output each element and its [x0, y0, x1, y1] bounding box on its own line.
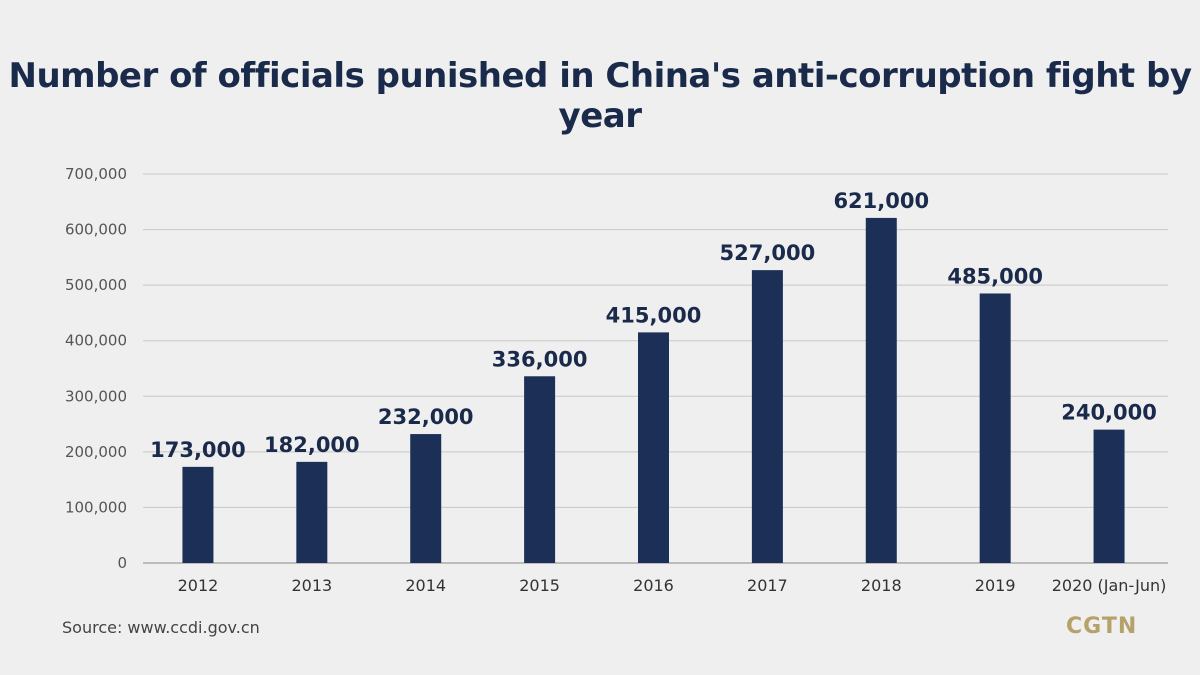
x-tick-label: 2013 — [291, 576, 332, 595]
data-label: 173,000 — [150, 438, 246, 462]
data-label: 415,000 — [606, 303, 702, 327]
x-tick-label: 2020 (Jan-Jun) — [1052, 576, 1167, 595]
y-tick-label: 600,000 — [65, 221, 127, 239]
chart-title: Number of officials punished in China's … — [8, 56, 1192, 136]
data-label: 240,000 — [1061, 401, 1157, 425]
bar-2019 — [979, 293, 1011, 563]
bar-2012 — [182, 466, 214, 563]
bar-2013 — [296, 461, 328, 563]
x-tick-label: 2017 — [747, 576, 788, 595]
source-text: Source: www.ccdi.gov.cn — [62, 618, 260, 637]
bar-2018 — [865, 217, 897, 563]
x-tick-label: 2014 — [405, 576, 446, 595]
x-tick-label: 2016 — [633, 576, 674, 595]
x-tick-label: 2015 — [519, 576, 560, 595]
y-tick-label: 500,000 — [65, 276, 127, 294]
bar-2017 — [751, 270, 783, 563]
bar-2020 — [1093, 429, 1125, 563]
data-label: 527,000 — [720, 241, 816, 265]
data-label: 182,000 — [264, 433, 360, 457]
data-label: 485,000 — [947, 264, 1043, 288]
x-tick-label: 2019 — [975, 576, 1016, 595]
x-tick-label: 2012 — [178, 576, 219, 595]
y-tick-label: 300,000 — [65, 387, 127, 405]
y-tick-label: 200,000 — [65, 443, 127, 461]
y-tick-label: 100,000 — [65, 498, 127, 516]
y-tick-label: 700,000 — [65, 165, 127, 183]
y-tick-label: 0 — [117, 554, 127, 572]
bar-2015 — [524, 376, 556, 563]
cgtn-logo: CGTN — [1066, 614, 1138, 639]
data-label: 336,000 — [492, 347, 588, 371]
data-label: 621,000 — [833, 189, 929, 213]
y-tick-label: 400,000 — [65, 332, 127, 350]
x-tick-label: 2018 — [861, 576, 902, 595]
bar-2014 — [410, 434, 442, 563]
data-label: 232,000 — [378, 405, 474, 429]
bar-2016 — [638, 332, 669, 563]
